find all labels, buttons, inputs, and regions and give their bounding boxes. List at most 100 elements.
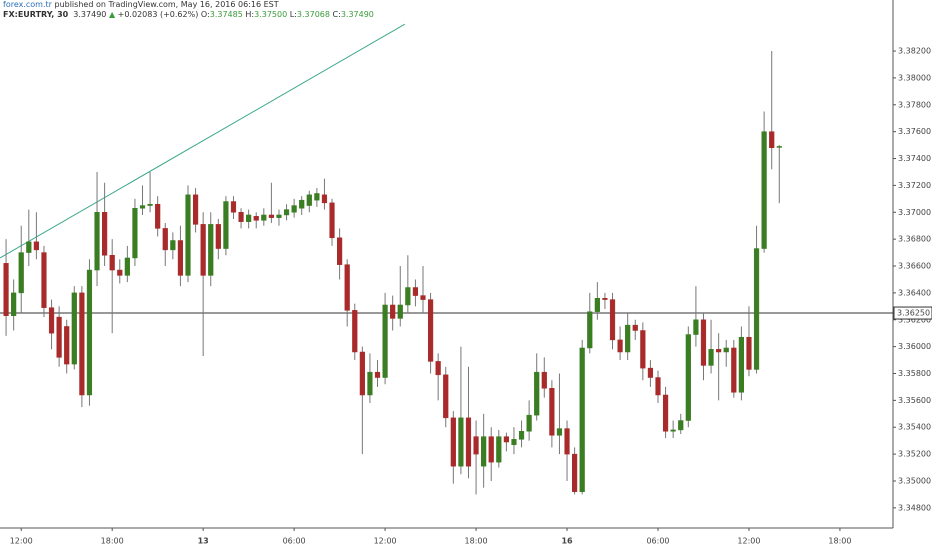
- candle-body: [746, 336, 752, 370]
- candle-body: [564, 428, 570, 455]
- candle-body: [41, 252, 47, 308]
- candle-body: [261, 214, 267, 221]
- candle-body: [56, 316, 62, 358]
- candle-body: [662, 394, 669, 432]
- candle-body: [511, 439, 517, 445]
- candle-body: [192, 194, 199, 225]
- x-tick-label: 18:00: [828, 537, 851, 546]
- candle-body: [572, 453, 578, 492]
- arrow: ▲: [108, 10, 116, 19]
- candle-body: [443, 374, 449, 419]
- y-tick-label: 3.37800: [898, 100, 931, 109]
- candle-body: [708, 349, 714, 366]
- y-tick-label: 3.36400: [898, 288, 931, 297]
- publish-line: forex.com.tr published on TradingView.co…: [3, 0, 374, 10]
- candle-body: [299, 199, 305, 209]
- x-tick-label: 12:00: [374, 537, 397, 546]
- ohlc-o: 3.37485: [209, 10, 243, 19]
- candle-body: [556, 428, 563, 436]
- x-tick-label: 18:00: [465, 537, 488, 546]
- trend-line: [0, 23, 406, 259]
- candle-body: [594, 298, 600, 312]
- candle-body: [382, 304, 388, 378]
- candle-body: [776, 146, 782, 148]
- candle-body: [314, 193, 320, 201]
- y-tick-label: 3.37400: [898, 154, 931, 163]
- candle-body: [420, 295, 426, 300]
- candle-body: [170, 240, 176, 251]
- candle-body: [117, 269, 123, 276]
- candle-body: [276, 214, 282, 218]
- candle-body: [139, 205, 146, 209]
- candle-body: [625, 324, 631, 353]
- candle-body: [208, 224, 214, 276]
- price: 3.37490: [73, 10, 107, 19]
- y-tick-label: 3.34800: [898, 503, 931, 512]
- hline-label-box: [893, 306, 932, 320]
- candle-body: [3, 263, 9, 316]
- candle-body: [321, 194, 328, 204]
- candle-body: [132, 207, 138, 259]
- candle-body: [306, 194, 312, 206]
- candle-body: [33, 241, 39, 251]
- candle-body: [337, 237, 343, 265]
- candle-body: [253, 216, 259, 221]
- candle-body: [124, 257, 130, 276]
- y-tick-label: 3.36800: [898, 235, 931, 244]
- candle-body: [609, 299, 616, 341]
- y-tick-label: 3.35000: [898, 476, 931, 485]
- candle-body: [344, 264, 350, 311]
- candle-body: [753, 248, 760, 370]
- candle-body: [177, 240, 184, 276]
- candle-body: [549, 388, 555, 436]
- ohlc-l: 3.37068: [296, 10, 330, 19]
- candle-body: [283, 209, 290, 216]
- y-tick-label: 3.35400: [898, 423, 931, 432]
- candle-body: [64, 326, 70, 365]
- header: forex.com.tr published on TradingView.co…: [3, 0, 374, 20]
- candle-body: [94, 212, 100, 271]
- candle-body: [761, 131, 767, 249]
- symbol: FX:EURTRY, 30: [3, 10, 69, 19]
- x-tick-label: 06:00: [646, 537, 669, 546]
- candle-body: [738, 336, 744, 393]
- candle-body: [238, 212, 244, 222]
- candle-body: [390, 304, 396, 319]
- candle-body: [147, 203, 153, 206]
- ohlc-l-label: L:: [289, 10, 297, 19]
- hline-label: 3.36250: [897, 309, 930, 318]
- y-tick-label: 3.36200: [898, 315, 931, 324]
- candle-body: [79, 292, 85, 396]
- candle-body: [162, 228, 168, 251]
- x-tick-label: 13: [198, 537, 209, 546]
- x-tick-label: 16: [561, 537, 573, 546]
- x-tick-label: 18:00: [101, 537, 124, 546]
- candle-body: [579, 347, 585, 492]
- candle-body: [632, 324, 638, 331]
- candle-body: [450, 417, 456, 467]
- symbol-line: FX:EURTRY, 30 3.37490 ▲ +0.02083 (+0.62%…: [3, 10, 374, 20]
- candle-body: [693, 319, 699, 335]
- publisher[interactable]: forex.com.tr: [3, 0, 52, 9]
- candle-body: [86, 269, 93, 396]
- candle-body: [352, 310, 358, 353]
- candle-body: [518, 431, 525, 440]
- y-tick-label: 3.35600: [898, 396, 931, 405]
- published-note: published on TradingView.com, May 16, 20…: [54, 0, 279, 9]
- candle-body: [541, 371, 547, 389]
- candle-body: [246, 214, 252, 222]
- candle-body: [731, 347, 737, 393]
- candle-body: [230, 201, 237, 213]
- y-tick-label: 3.36000: [898, 342, 931, 351]
- candle-body: [48, 307, 55, 334]
- candle-body: [700, 319, 707, 366]
- x-tick-label: 12:00: [737, 537, 760, 546]
- change: +0.02083 (+0.62%): [117, 10, 199, 19]
- candle-body: [427, 299, 434, 362]
- candle-body: [587, 311, 593, 349]
- candle-body: [458, 417, 464, 467]
- candle-body: [215, 224, 221, 249]
- candle-body: [685, 334, 691, 421]
